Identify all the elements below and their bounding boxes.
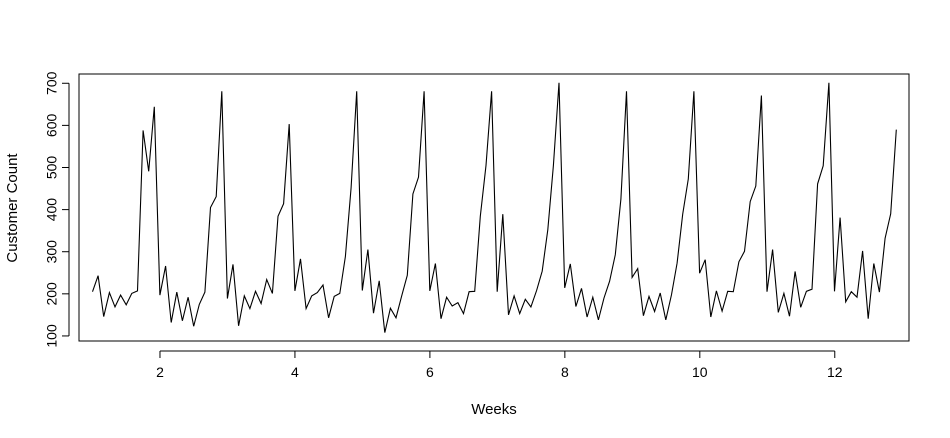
y-tick-label: 200 bbox=[44, 282, 60, 306]
x-tick-label: 8 bbox=[561, 364, 569, 380]
y-tick-label: 300 bbox=[44, 240, 60, 264]
y-tick-label: 100 bbox=[44, 324, 60, 348]
y-tick-label: 700 bbox=[44, 71, 60, 95]
plot-frame bbox=[78, 73, 910, 342]
x-axis: 2 4 6 8 10 12 bbox=[156, 350, 843, 380]
x-tick-label: 2 bbox=[156, 364, 164, 380]
x-tick-label: 4 bbox=[291, 364, 299, 380]
series-line-customer-count bbox=[91, 82, 897, 333]
y-axis-title: Customer Count bbox=[4, 153, 21, 263]
x-tick-label: 10 bbox=[692, 364, 708, 380]
x-axis-title: Weeks bbox=[471, 401, 517, 418]
y-axis: 100 200 300 400 500 600 700 bbox=[44, 71, 70, 348]
y-tick-label: 400 bbox=[44, 198, 60, 222]
y-tick-label: 600 bbox=[44, 113, 60, 137]
x-tick-label: 12 bbox=[827, 364, 843, 380]
y-tick-label: 500 bbox=[44, 156, 60, 180]
x-tick-label: 6 bbox=[426, 364, 434, 380]
